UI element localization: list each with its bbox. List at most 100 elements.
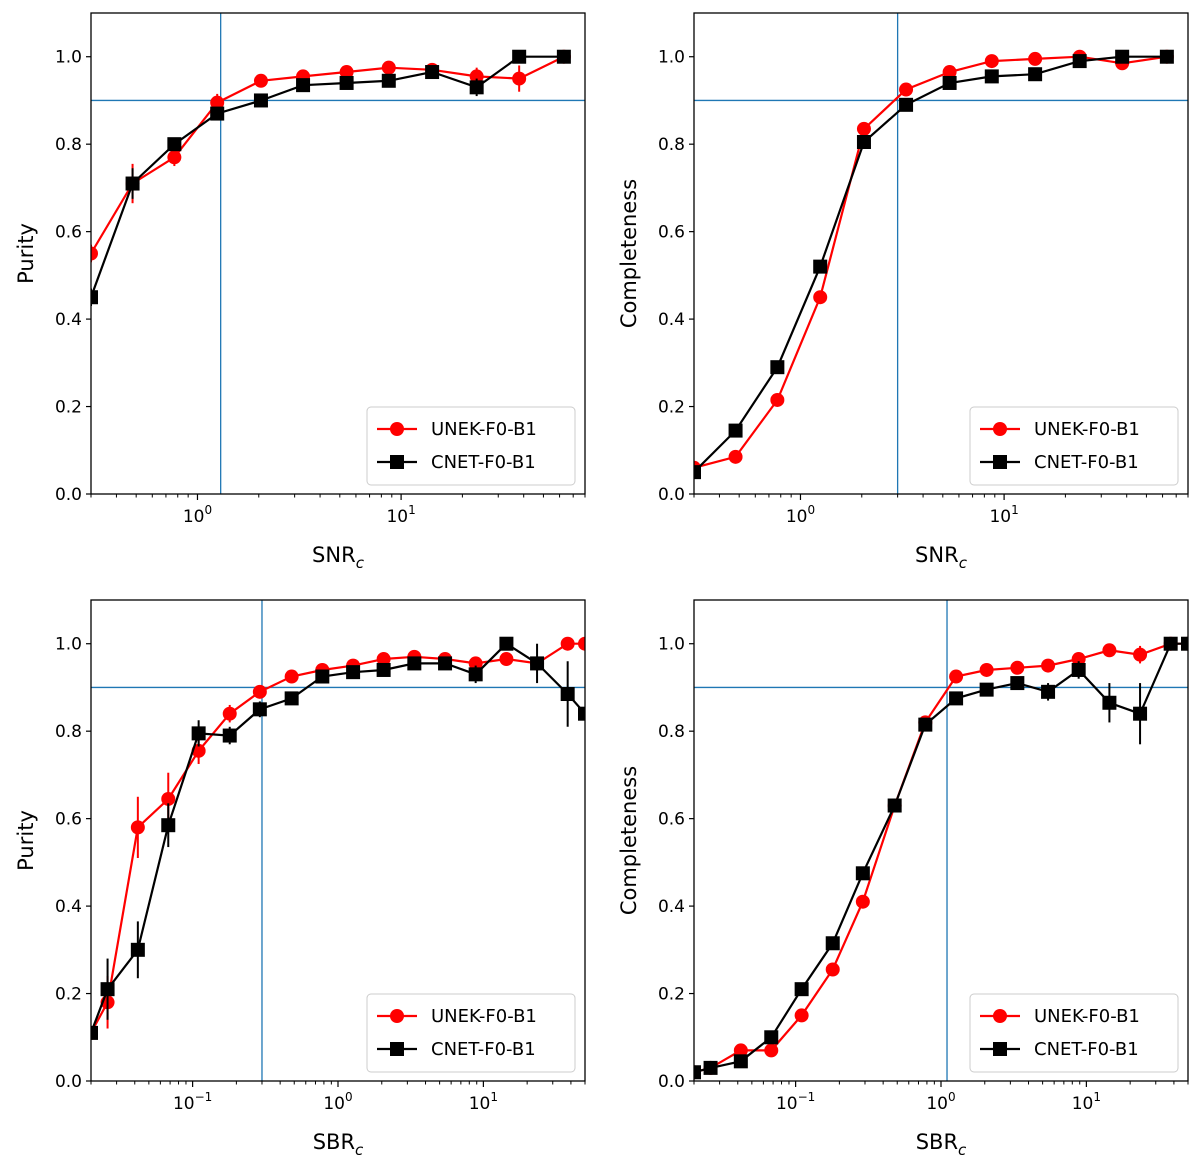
data-point (91, 290, 98, 305)
series-line (694, 55, 1167, 473)
data-point (1102, 643, 1117, 658)
data-point (728, 423, 743, 438)
data-point (813, 290, 828, 305)
chart-panel-completeness-snr: 0.0 0.2 0.4 0.6 0.8 1.0 100 101 SNRc Completeness… (617, 12, 1189, 572)
data-point (252, 702, 267, 717)
legend-marker (390, 1009, 404, 1023)
legend-label: UNEK-F0-B1 (431, 419, 537, 440)
data-point (728, 449, 743, 464)
data-point (296, 78, 311, 93)
y-tick-label: 0.8 (658, 722, 685, 742)
data-point (381, 60, 396, 75)
series-line (694, 55, 1168, 469)
y-tick-label: 0.4 (658, 897, 685, 917)
legend: UNEK-F0-B1 CNET-F0-B1 (969, 993, 1179, 1073)
data-point (949, 691, 964, 706)
data-point (252, 684, 267, 699)
chart-panel-completeness-sbr: 0.0 0.2 0.4 0.6 0.8 1.0 10−1 100 101 SBRc Complete… (617, 599, 1189, 1159)
data-point (949, 669, 964, 684)
x-tick-label: 10−1 (173, 1090, 212, 1114)
series-line (91, 642, 585, 1034)
y-axis-label: Completeness (617, 766, 641, 915)
x-axis-label: SNRc (915, 543, 968, 572)
x-tick-label: 101 (386, 503, 415, 527)
data-point (1163, 636, 1178, 651)
y-tick-label: 1.0 (658, 635, 685, 655)
chart-panel-purity-snr: 0.0 0.2 0.4 0.6 0.8 1.0 100 101 SNRc Purity UNEK-F… (14, 12, 586, 572)
legend-marker (993, 455, 1007, 469)
data-point (1133, 647, 1148, 662)
data-point (222, 728, 237, 743)
data-point (984, 54, 999, 69)
data-point (813, 259, 828, 274)
legend-label: CNET-F0-B1 (431, 452, 536, 473)
data-point (469, 80, 484, 95)
series-unek (91, 49, 571, 263)
data-point (91, 246, 98, 261)
legend-marker (993, 422, 1007, 436)
series-cnet (694, 636, 1188, 1080)
data-point (284, 669, 299, 684)
data-point (703, 1060, 718, 1075)
y-tick-label: 0.6 (55, 810, 82, 830)
plot-frame (90, 12, 586, 495)
data-point (315, 669, 330, 684)
data-point (468, 667, 483, 682)
y-tick-label: 0.6 (658, 810, 685, 830)
data-point (210, 95, 225, 110)
legend-label: UNEK-F0-B1 (431, 1006, 537, 1027)
x-tick-label: 100 (323, 1090, 352, 1114)
x-tick-label: 10−1 (776, 1090, 815, 1114)
data-point (560, 636, 575, 651)
series-unek (91, 636, 585, 1040)
data-point (499, 636, 514, 651)
data-point (1133, 706, 1148, 721)
data-point (222, 706, 237, 721)
data-point (381, 73, 396, 88)
data-point (578, 636, 585, 651)
data-point (1071, 662, 1086, 677)
data-point (167, 150, 182, 165)
series-cnet (91, 636, 585, 1040)
data-point (979, 662, 994, 677)
data-point (1181, 636, 1188, 651)
data-point (825, 962, 840, 977)
legend-label: CNET-F0-B1 (1034, 452, 1139, 473)
data-point (856, 134, 871, 149)
legend-box (969, 993, 1179, 1073)
data-point (899, 82, 914, 97)
data-point (253, 93, 268, 108)
chart-panel-purity-sbr: 0.0 0.2 0.4 0.6 0.8 1.0 10−1 100 101 SBRc Purity UN… (14, 599, 586, 1159)
y-tick-label: 0.0 (55, 485, 82, 505)
data-point (694, 1065, 701, 1080)
y-tick-label: 0.0 (55, 1072, 82, 1092)
data-point (770, 392, 785, 407)
data-point (468, 656, 483, 671)
legend-marker (390, 1042, 404, 1056)
y-tick-label: 1.0 (658, 48, 685, 68)
y-tick-label: 0.8 (658, 135, 685, 155)
data-point (825, 936, 840, 951)
data-point (1041, 658, 1056, 673)
legend: UNEK-F0-B1 CNET-F0-B1 (366, 406, 576, 486)
data-point (284, 691, 299, 706)
data-point (984, 69, 999, 84)
data-point (210, 106, 225, 121)
data-point (770, 360, 785, 375)
x-tick-label: 100 (183, 503, 212, 527)
data-layer (694, 636, 1188, 1080)
data-point (794, 1008, 809, 1023)
data-point (887, 798, 902, 813)
data-point (733, 1054, 748, 1069)
data-point (1102, 695, 1117, 710)
data-point (855, 866, 870, 881)
data-point (856, 121, 871, 136)
x-axis-label: SBRc (313, 1130, 364, 1159)
data-point (499, 652, 514, 667)
x-axis-label: SNRc (312, 543, 365, 572)
data-point (1115, 49, 1130, 64)
y-tick-label: 0.0 (658, 485, 685, 505)
data-point (167, 137, 182, 152)
y-tick-label: 0.2 (658, 985, 685, 1005)
